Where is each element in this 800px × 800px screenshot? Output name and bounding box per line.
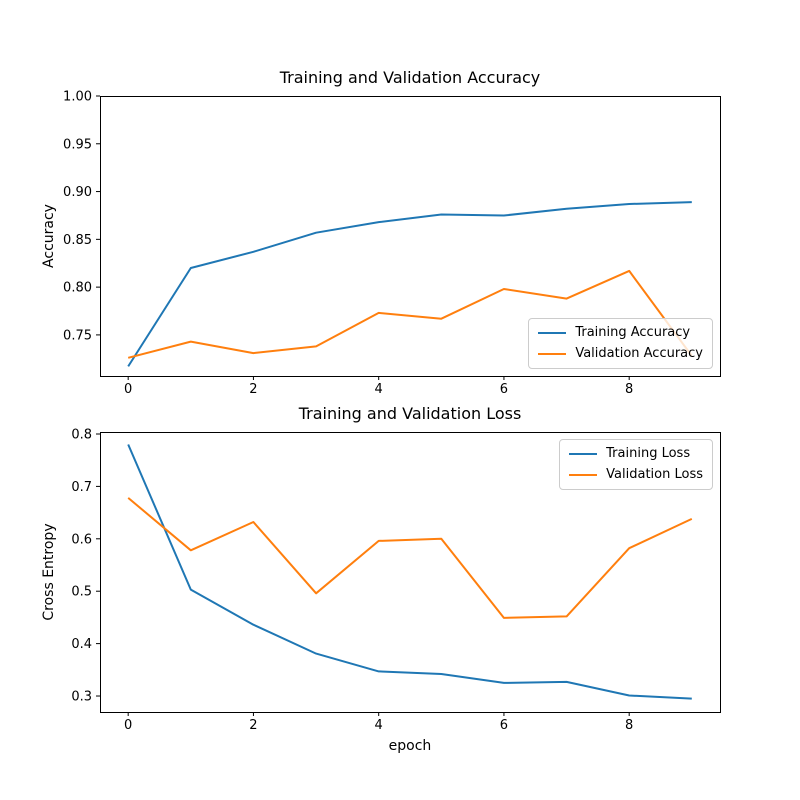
series-line-validation-loss: [127, 497, 693, 619]
loss-chart-axes: 0 2 4 6 8 0.8 0.7 0.6 0.5 0.4 0.3: [71, 427, 721, 733]
series-line-validation-accuracy: [127, 269, 693, 359]
y-tick-label: 0.6: [71, 532, 92, 547]
training-line-swatch: [569, 453, 598, 455]
y-tick-label: 0.95: [63, 137, 92, 152]
y-tick-label: 0.80: [63, 281, 92, 296]
loss-chart-title: Training and Validation Loss: [298, 404, 522, 423]
y-tick-label: 0.4: [71, 637, 92, 652]
y-tick-label: 0.85: [63, 233, 92, 248]
series-line-training-accuracy: [127, 201, 692, 367]
x-tick-label: 4: [375, 718, 383, 733]
y-tick-label: 0.7: [71, 480, 92, 495]
loss-legend: Training Loss Validation Loss: [559, 439, 713, 490]
x-tick-label: 6: [500, 718, 508, 733]
training-line-swatch: [538, 332, 567, 334]
accuracy-y-axis-label: Accuracy: [41, 204, 57, 268]
y-tick-label: 0.90: [63, 185, 92, 200]
legend-entry-validation-loss: Validation Loss: [569, 467, 703, 483]
axes-frame: [100, 96, 721, 377]
axes-frame: [100, 432, 721, 713]
x-tick-label: 8: [625, 382, 633, 397]
accuracy-legend: Training Accuracy Validation Accuracy: [528, 318, 713, 369]
x-tick-label: 6: [500, 382, 508, 397]
x-tick-label: 0: [124, 382, 132, 397]
validation-line-swatch: [569, 474, 598, 476]
legend-label: Validation Accuracy: [575, 346, 703, 361]
loss-y-axis-label: Cross Entropy: [41, 523, 57, 621]
legend-label: Training Accuracy: [575, 325, 691, 340]
y-tick-label: 0.8: [71, 427, 92, 442]
x-tick-label: 2: [249, 718, 257, 733]
legend-entry-training-accuracy: Training Accuracy: [538, 325, 703, 341]
x-axis-label: epoch: [388, 738, 432, 754]
y-tick-label: 1.00: [63, 90, 92, 105]
legend-entry-validation-accuracy: Validation Accuracy: [538, 346, 703, 362]
legend-label: Training Loss: [606, 446, 691, 461]
y-tick-label: 0.3: [71, 690, 92, 705]
legend-entry-training-loss: Training Loss: [569, 446, 703, 462]
x-tick-label: 2: [249, 382, 257, 397]
y-tick-label: 0.75: [63, 328, 92, 343]
accuracy-chart-axes: 0 2 4 6 8 1.00 0.95 0.90 0.85 0.80 0.75: [63, 90, 721, 397]
x-tick-label: 8: [625, 718, 633, 733]
x-tick-label: 4: [375, 382, 383, 397]
legend-label: Validation Loss: [606, 467, 703, 482]
validation-line-swatch: [538, 353, 567, 355]
x-tick-label: 0: [124, 718, 132, 733]
series-line-training-loss: [127, 444, 692, 700]
y-tick-label: 0.5: [71, 585, 92, 600]
accuracy-chart-title: Training and Validation Accuracy: [279, 68, 541, 87]
